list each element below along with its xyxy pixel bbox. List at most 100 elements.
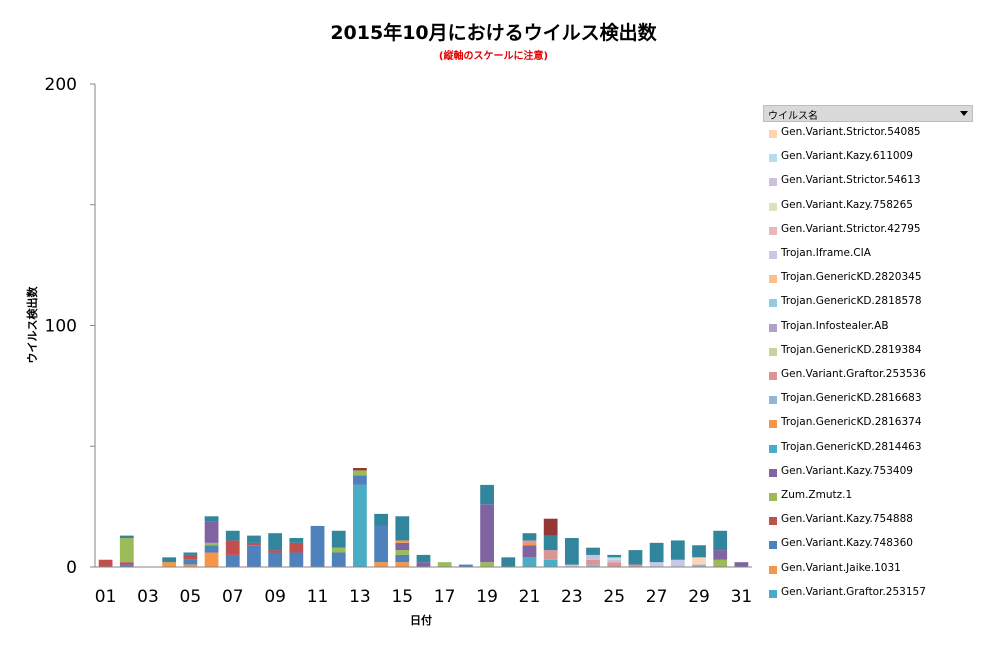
legend-item[interactable]: Trojan.GenericKD.2818578: [763, 295, 973, 311]
bar-segment-27-s14: [649, 562, 664, 567]
legend-item[interactable]: Gen.Variant.Graftor.253157: [763, 586, 973, 602]
bar-segment-31-s5: [734, 562, 749, 567]
bar-segment-14-s1: [374, 562, 389, 567]
legend-item[interactable]: Gen.Variant.Strictor.54613: [763, 174, 973, 190]
bar-segment-15-s4: [395, 550, 410, 555]
bar-segment-24-s8: [586, 564, 600, 567]
legend-item[interactable]: Trojan.GenericKD.2816683: [763, 392, 973, 408]
bar-segment-05-s3: [183, 554, 198, 560]
legend-item[interactable]: Gen.Variant.Kazy.748360: [763, 537, 973, 553]
legend-item[interactable]: Gen.Variant.Kazy.753409: [763, 465, 973, 481]
bar-segment-21-s0: [522, 557, 537, 567]
bar-segment-21-s20: [522, 533, 537, 541]
legend-swatch: [769, 202, 777, 211]
x-tick-label: 27: [646, 587, 668, 607]
legend-item[interactable]: Gen.Variant.Strictor.42795: [763, 223, 973, 239]
legend-label: Trojan.GenericKD.2818578: [781, 295, 922, 308]
legend-swatch: [769, 130, 777, 138]
bar-segment-20-s20: [501, 557, 516, 567]
bar-segment-05-s2: [183, 559, 198, 565]
bar-segment-06-s1: [204, 552, 219, 567]
bar-segment-17-s4: [437, 562, 452, 567]
bar-segment-02-s3: [119, 562, 134, 565]
legend-item[interactable]: Trojan.GenericKD.2820345: [763, 271, 973, 287]
legend-label: Gen.Variant.Strictor.42795: [781, 222, 921, 235]
legend-label: Trojan.GenericKD.2819384: [781, 343, 922, 356]
legend-label: Trojan.GenericKD.2814463: [781, 440, 922, 453]
dropdown-arrow-icon[interactable]: [960, 111, 968, 116]
bar-segment-13-s4: [353, 470, 367, 476]
bar-segment-16-s5: [416, 562, 431, 567]
legend-swatch: [769, 541, 777, 550]
bar-segment-24-s9: [586, 559, 600, 565]
legend-swatch: [769, 226, 777, 235]
bar-segment-05-s20: [183, 552, 198, 555]
legend-item[interactable]: Gen.Variant.Kazy.611009: [763, 150, 973, 166]
bar-segment-02-s20: [119, 535, 134, 539]
x-tick-label: 19: [476, 587, 498, 607]
bar-segment-15-s2: [395, 554, 410, 563]
legend-label: Gen.Variant.Kazy.754888: [781, 513, 913, 526]
legend: ウイルス名 Gen.Variant.Strictor.54085 Gen.Vari…: [763, 105, 973, 605]
bar-segment-26-s20: [628, 550, 643, 565]
legend-item[interactable]: Trojan.GenericKD.2814463: [763, 441, 973, 457]
legend-filter-header[interactable]: ウイルス名: [763, 105, 973, 122]
bar-segment-15-s7: [395, 540, 410, 543]
bar-segment-08-s3: [247, 542, 261, 546]
x-tick-label: 11: [307, 587, 329, 607]
bar-segment-30-s5: [713, 550, 728, 560]
legend-swatch: [769, 154, 777, 163]
bar-segment-25-s18: [607, 557, 622, 560]
bar-segment-08-s2: [247, 545, 261, 567]
bar-segment-14-s2: [374, 525, 389, 563]
bar-segment-18-s2: [459, 564, 473, 567]
legend-item[interactable]: Gen.Variant.Kazy.758265: [763, 199, 973, 215]
bar-segment-05-s1: [183, 564, 198, 567]
bar-segment-06-s20: [204, 516, 219, 522]
bar-stack-layer: [98, 467, 749, 567]
legend-item[interactable]: Trojan.Infostealer.AB: [763, 320, 973, 336]
bar-segment-13-s2: [353, 475, 367, 485]
legend-item[interactable]: Gen.Variant.Graftor.253536: [763, 368, 973, 384]
legend-item[interactable]: Trojan.GenericKD.2819384: [763, 344, 973, 360]
legend-swatch: [769, 275, 777, 284]
legend-label: Gen.Variant.Kazy.758265: [781, 198, 913, 211]
bar-segment-07-s3: [225, 540, 240, 555]
legend-swatch: [769, 468, 777, 477]
legend-item[interactable]: Zum.Zmutz.1: [763, 489, 973, 505]
legend-swatch: [769, 493, 777, 501]
legend-swatch: [769, 372, 777, 380]
bar-segment-11-s2: [310, 525, 325, 567]
legend-label: Gen.Variant.Graftor.253157: [781, 585, 926, 598]
legend-swatch: [769, 444, 777, 453]
x-tick-label: 15: [391, 587, 413, 607]
bar-segment-29-s19: [692, 557, 706, 565]
y-axis-label: ウイルス検出数: [25, 286, 39, 364]
x-tick-label: 05: [180, 587, 202, 607]
legend-item[interactable]: Trojan.GenericKD.2816374: [763, 416, 973, 432]
bar-segment-19-s5: [480, 504, 494, 563]
bar-segment-30-s20: [713, 530, 728, 551]
legend-item[interactable]: Gen.Variant.Kazy.754888: [763, 513, 973, 529]
x-tick-label: 07: [222, 587, 244, 607]
bar-segment-02-s2: [119, 564, 134, 567]
bar-segment-12-s4: [331, 547, 346, 553]
bar-segment-28-s20: [670, 540, 685, 560]
legend-header-label: ウイルス名: [768, 111, 818, 122]
bar-segment-09-s20: [268, 533, 283, 551]
legend-item[interactable]: Gen.Variant.Jaike.1031: [763, 562, 973, 578]
bar-segment-21-s9: [522, 540, 537, 543]
legend-label: Gen.Variant.Kazy.611009: [781, 150, 913, 163]
y-tick-label: 100: [45, 317, 77, 337]
bar-segment-19-s20: [480, 484, 494, 505]
legend-item[interactable]: Trojan.Iframe.CIA: [763, 247, 973, 263]
bar-segment-22-s0: [543, 559, 558, 567]
legend-item[interactable]: Gen.Variant.Strictor.54085: [763, 126, 973, 142]
bar-segment-08-s20: [247, 535, 261, 543]
bar-segment-15-s20: [395, 516, 410, 541]
bar-segment-09-s2: [268, 552, 283, 567]
legend-swatch: [769, 396, 777, 405]
legend-label: Zum.Zmutz.1: [781, 489, 853, 501]
x-tick-label: 09: [264, 587, 286, 607]
